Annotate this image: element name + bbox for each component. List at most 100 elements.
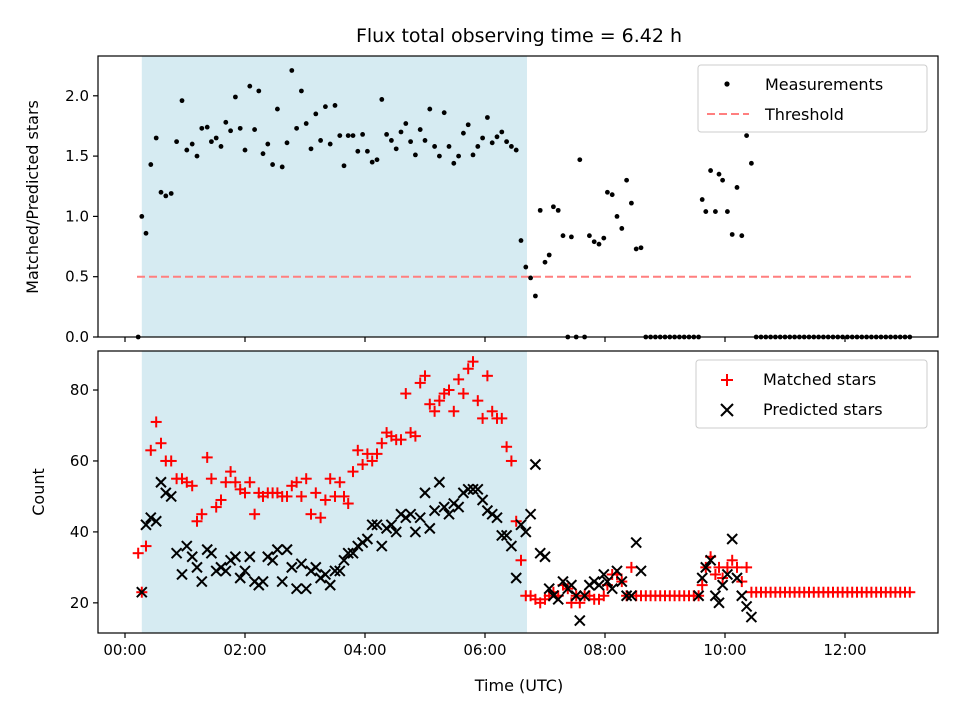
measurement-point — [461, 130, 466, 136]
predicted-star-stroke-b — [716, 579, 729, 591]
bottom-legend: Matched stars Predicted stars — [695, 359, 928, 429]
bottom-x-tick-label: 04:00 — [343, 641, 386, 659]
matched-star-point — [132, 547, 144, 559]
measurement-point — [398, 129, 404, 135]
measurement-point — [223, 119, 229, 125]
top-y-axis-label: Matched/Predicted stars — [23, 100, 42, 294]
measurement-point — [365, 148, 370, 154]
predicted-star-stroke-b — [557, 575, 569, 588]
matched-star-point — [357, 459, 369, 471]
measurement-point — [158, 189, 164, 195]
measurement-point — [252, 127, 257, 132]
measurement-point — [699, 197, 705, 202]
predicted-star-point — [524, 508, 537, 520]
top-legend: Measurements Threshold — [697, 64, 928, 133]
predicted-star-point — [472, 483, 484, 496]
measurement-point — [369, 159, 375, 165]
predicted-star-point — [286, 561, 298, 574]
predicted-star-point — [491, 512, 503, 524]
predicted-star-point — [338, 554, 350, 566]
predicted-star-stroke-b — [467, 483, 479, 496]
measurement-point — [499, 129, 505, 135]
measurement-point — [218, 144, 224, 149]
measurement-point — [470, 152, 476, 158]
predicted-star-stroke-b — [181, 540, 193, 552]
measurement-point — [446, 144, 452, 149]
bottom-panel: 00:00 02:00 04:00 06:00 08:00 10:00 12:00 20 40… — [29, 350, 939, 695]
predicted-star-stroke-b — [520, 526, 532, 538]
measurement-point — [355, 148, 361, 154]
measurement-point — [734, 185, 740, 190]
predicted-star-point — [593, 579, 605, 591]
predicted-star-stroke-b — [606, 582, 618, 595]
predicted-star-point — [191, 561, 203, 574]
top-panel: Flux total observing time = 6.42 h 0.00.… — [23, 25, 939, 346]
bottom-x-tick-label: 10:00 — [703, 641, 746, 659]
matched-star-point — [220, 476, 232, 488]
predicted-star-point — [361, 533, 374, 545]
predicted-star-point — [371, 519, 383, 531]
matched-star-point — [210, 501, 222, 513]
predicted-star-point — [520, 526, 532, 538]
top-axes-frame — [97, 55, 939, 338]
predicted-star-stroke-b — [286, 561, 298, 574]
predicted-star-point — [329, 565, 341, 577]
matched-star-point — [726, 554, 738, 566]
predicted-star-stroke-b — [625, 590, 638, 602]
measurement-point — [168, 191, 174, 196]
predicted-star-stroke-b — [424, 522, 436, 535]
predicted-star-stroke-b — [244, 551, 256, 563]
predicted-star-stroke-b — [578, 590, 591, 602]
matched-star-point — [150, 416, 162, 428]
predicted-star-point — [239, 565, 251, 577]
predicted-star-point — [342, 547, 354, 559]
predicted-star-point — [552, 593, 564, 606]
predicted-star-point — [295, 558, 308, 570]
predicted-star-stroke-b — [196, 575, 208, 588]
predicted-star-point — [404, 508, 417, 520]
measurement-point — [379, 97, 385, 102]
measurement-point — [451, 160, 457, 166]
predicted-star-stroke-b — [414, 512, 426, 524]
measurement-point — [256, 88, 262, 94]
measurement-point — [432, 144, 437, 149]
measurement-point — [528, 275, 533, 281]
predicted-star-stroke-b — [366, 519, 378, 531]
measurement-point — [148, 162, 154, 167]
predicted-star-point — [630, 536, 642, 549]
measurement-point — [577, 157, 583, 163]
predicted-star-point — [181, 540, 193, 552]
measurement-point — [427, 106, 433, 112]
predicted-star-point — [476, 494, 489, 506]
measurement-point — [294, 125, 299, 131]
predicted-star-point — [324, 579, 336, 591]
measurement-point — [228, 128, 234, 134]
matched-star-point — [315, 512, 327, 524]
measurement-point — [341, 163, 347, 169]
matched-star-point — [319, 494, 331, 506]
predicted-star-point — [196, 575, 208, 588]
measurement-point — [299, 88, 304, 94]
top-observing-window-shading — [141, 56, 528, 337]
legend-threshold-label: Threshold — [764, 105, 844, 124]
predicted-star-stroke-b — [721, 568, 734, 581]
top-legend-box — [697, 64, 928, 133]
predicted-star-stroke-b — [385, 519, 398, 531]
predicted-star-point — [467, 483, 479, 496]
measurement-point — [629, 200, 634, 206]
measurement-point — [624, 177, 629, 183]
matched-star-point — [239, 487, 251, 499]
measurement-point — [485, 115, 490, 120]
predicted-star-stroke-b — [611, 565, 623, 577]
legend-predicted-label: Predicted stars — [763, 400, 883, 419]
predicted-star-point — [176, 568, 188, 581]
predicted-star-point — [155, 476, 167, 488]
measurement-point — [360, 131, 365, 137]
predicted-star-stroke-b — [205, 547, 218, 559]
predicted-star-point — [557, 575, 569, 588]
predicted-star-point — [438, 501, 450, 513]
matched-star-point — [477, 412, 489, 424]
measurement-point — [345, 133, 351, 138]
predicted-star-stroke-b — [462, 483, 474, 496]
predicted-star-point — [165, 490, 177, 503]
